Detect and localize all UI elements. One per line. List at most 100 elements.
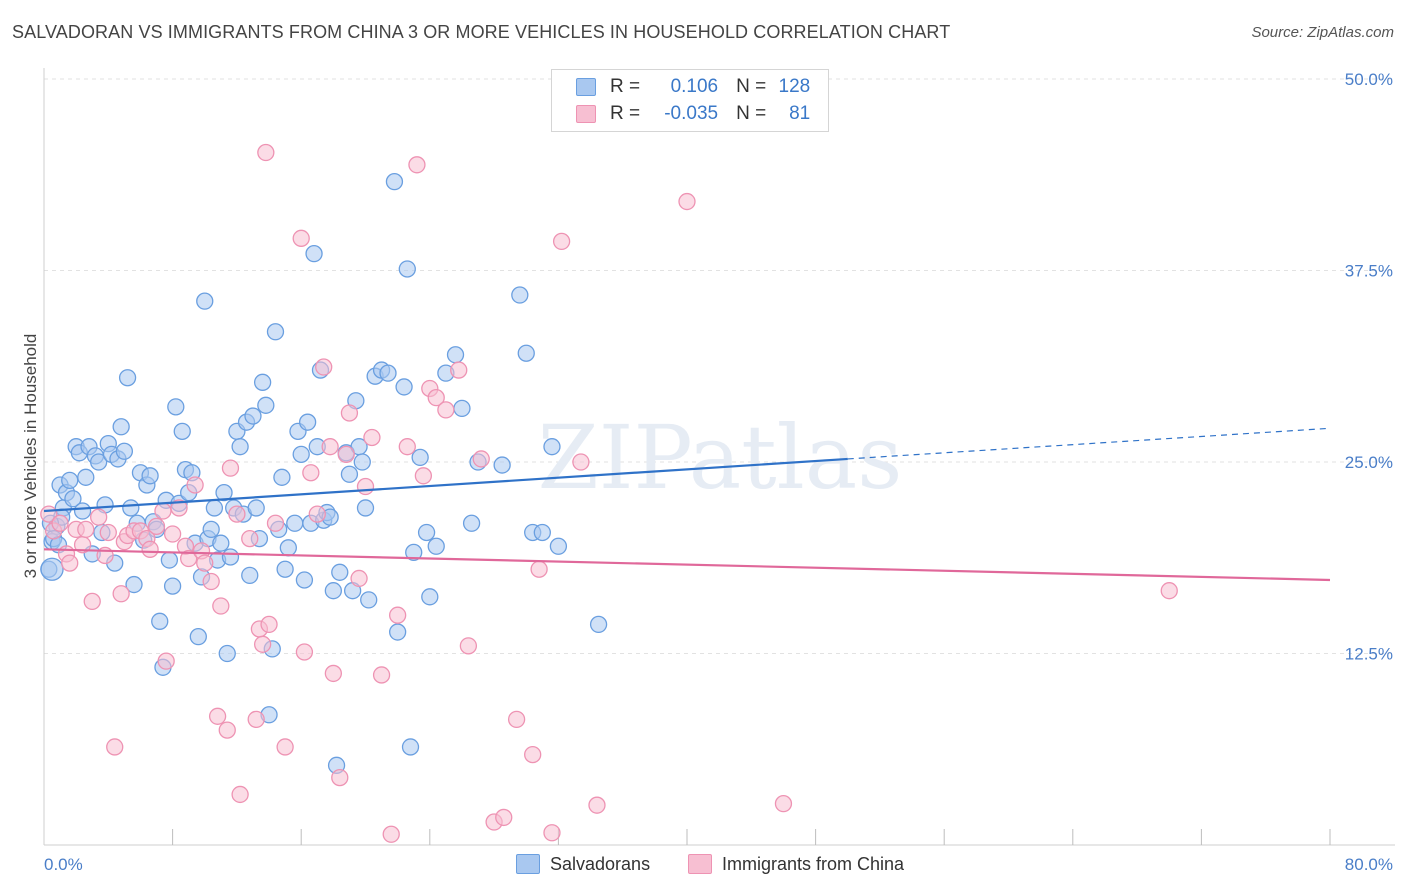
trend-line-salvadorans-extension — [847, 427, 1331, 460]
watermark: ZIPatlas — [538, 406, 903, 509]
tick-labels: 12.5% 25.0% 37.5% 50.0% 0.0% 80.0% — [44, 70, 1393, 874]
data-point — [493, 456, 511, 474]
data-point — [292, 445, 310, 463]
data-point — [196, 292, 214, 310]
data-point — [157, 652, 175, 670]
trend-lines — [43, 427, 1331, 582]
data-point — [511, 286, 529, 304]
data-point — [408, 156, 426, 174]
data-point — [266, 514, 285, 532]
data-point — [427, 389, 445, 407]
data-point — [588, 796, 606, 814]
data-point — [276, 738, 294, 756]
y-tick-label: 50.0% — [1345, 70, 1393, 89]
y-tick-label: 37.5% — [1345, 262, 1393, 281]
data-point — [247, 710, 265, 729]
data-point — [437, 401, 455, 419]
data-point — [61, 554, 79, 572]
series-salvadorans-points — [40, 172, 608, 774]
data-point — [122, 499, 140, 517]
data-point — [212, 534, 230, 552]
data-point — [202, 572, 220, 591]
data-point — [257, 143, 275, 162]
trend-line-china — [43, 548, 1331, 582]
data-point — [453, 399, 471, 418]
data-point — [196, 554, 214, 572]
data-point — [141, 540, 159, 558]
data-point — [321, 438, 339, 456]
data-point — [189, 627, 207, 646]
data-point — [353, 453, 371, 471]
data-point — [170, 499, 188, 517]
china-swatch — [576, 105, 596, 123]
data-point — [398, 438, 416, 456]
data-point — [115, 442, 134, 460]
data-point — [388, 623, 407, 641]
data-point — [1160, 582, 1178, 600]
stats-row-china: R = -0.035 N = 81 — [576, 102, 810, 126]
data-point — [61, 471, 79, 490]
data-point — [167, 398, 185, 416]
data-point — [64, 490, 82, 508]
legend-label-salvadorans: Salvadorans — [550, 853, 651, 874]
legend-item-salvadorans: Salvadorans — [516, 852, 650, 876]
data-point — [147, 517, 166, 535]
data-point — [77, 520, 95, 539]
data-point — [218, 721, 236, 739]
data-point — [241, 566, 259, 585]
data-point — [90, 508, 108, 526]
data-point — [99, 523, 117, 542]
data-point — [305, 244, 323, 263]
data-point — [302, 464, 320, 482]
data-point — [337, 445, 355, 463]
data-point — [446, 346, 465, 364]
data-point — [462, 514, 481, 532]
data-point — [241, 529, 259, 548]
data-point — [257, 396, 275, 414]
data-point — [112, 418, 130, 436]
data-point — [398, 260, 416, 278]
data-point — [411, 448, 429, 467]
data-point — [295, 643, 314, 661]
data-point — [530, 560, 548, 578]
data-point — [360, 591, 378, 609]
data-point — [51, 514, 69, 532]
y-axis-title: 3 or more Vehicles in Household — [21, 334, 40, 579]
data-point — [244, 407, 262, 425]
x-tick-label: 80.0% — [1345, 855, 1393, 874]
data-point — [253, 373, 272, 391]
data-point — [524, 745, 542, 764]
data-point — [154, 502, 172, 520]
data-point — [421, 588, 439, 606]
data-point — [417, 523, 436, 542]
data-point — [395, 378, 413, 396]
data-point — [90, 453, 108, 471]
data-point — [212, 597, 230, 615]
data-point — [173, 422, 191, 441]
data-point — [350, 569, 368, 588]
data-point — [260, 615, 278, 634]
x-tick-label: 0.0% — [44, 855, 83, 874]
legend-item-china: Immigrants from China — [688, 852, 904, 876]
n-value: 128 — [778, 76, 811, 97]
data-point — [205, 499, 224, 517]
r-value: -0.035 — [664, 103, 719, 124]
data-point — [414, 467, 433, 485]
stats-row-salvadorans: R = 0.106 N = 128 — [576, 75, 810, 99]
data-point — [180, 549, 198, 568]
axes — [43, 68, 1395, 846]
data-point — [286, 514, 304, 532]
data-point — [218, 644, 236, 663]
data-point — [125, 575, 143, 594]
data-point — [315, 358, 333, 376]
data-point — [266, 323, 285, 341]
data-point — [273, 468, 291, 486]
data-point — [401, 738, 420, 756]
legend-label-china: Immigrants from China — [722, 853, 905, 874]
data-point — [151, 612, 169, 630]
data-point — [356, 477, 375, 496]
data-point — [279, 539, 297, 557]
data-point — [106, 738, 124, 756]
data-point — [385, 172, 404, 191]
